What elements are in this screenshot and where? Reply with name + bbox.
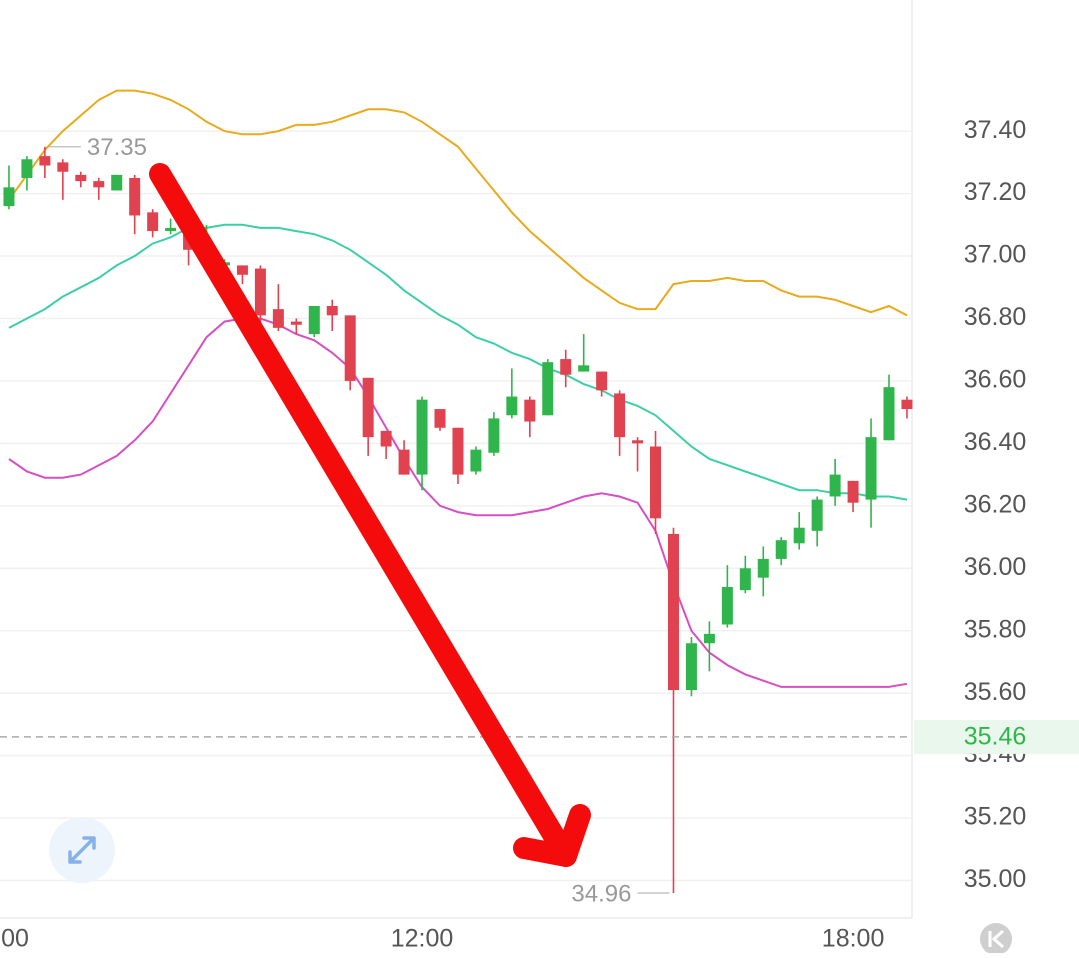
candle-body xyxy=(326,306,338,316)
candle-body xyxy=(667,533,679,691)
candle-body xyxy=(57,162,69,172)
y-tick-label: 35.00 xyxy=(964,865,1027,893)
candle-body xyxy=(362,377,374,438)
candle-body xyxy=(847,480,859,503)
candle-body xyxy=(75,174,87,182)
candle-body xyxy=(452,427,464,475)
current-price-label: 35.46 xyxy=(964,723,1027,751)
candle-body xyxy=(93,181,105,188)
x-tick-label: 12:00 xyxy=(391,925,454,953)
candle-body xyxy=(470,449,482,472)
candle-body xyxy=(290,321,302,325)
y-tick-label: 36.00 xyxy=(964,553,1027,581)
candle-body xyxy=(344,315,356,381)
y-tick-label: 36.40 xyxy=(964,428,1027,456)
candle-body xyxy=(39,156,51,166)
candle-body xyxy=(614,393,626,438)
k-icon[interactable] xyxy=(988,929,1004,949)
band-line xyxy=(8,317,908,688)
candle-body xyxy=(524,399,536,422)
candle-body xyxy=(578,365,590,372)
arrow-head xyxy=(513,804,591,867)
candle-body xyxy=(380,430,392,447)
y-tick-label: 36.60 xyxy=(964,366,1027,394)
candle-body xyxy=(793,527,805,544)
candle-body xyxy=(236,265,248,275)
candle-body xyxy=(703,633,715,644)
arrow-shaft xyxy=(149,163,577,867)
candle-body xyxy=(739,568,751,591)
current-price-box xyxy=(914,719,1079,754)
expand-button[interactable] xyxy=(49,817,115,883)
band-line xyxy=(8,89,908,317)
x-tick-label: 18:00 xyxy=(822,925,885,953)
candle-body xyxy=(165,227,177,232)
candle-body xyxy=(111,174,123,191)
labels: 37.40 37.20 37.00 36.80 36.60 36.40 36.20 36.00… xyxy=(0,116,1079,953)
candle-body xyxy=(560,359,572,375)
band-line xyxy=(8,223,908,501)
min-label: 34.96 xyxy=(571,880,631,907)
x-tick-label: 00 xyxy=(1,925,29,953)
candle-body xyxy=(829,474,841,497)
candle-body xyxy=(650,446,662,519)
candle-body xyxy=(506,396,518,416)
candle-body xyxy=(811,499,823,531)
candle-body xyxy=(542,362,554,416)
candle-body xyxy=(596,371,608,391)
y-tick-label: 35.60 xyxy=(964,678,1027,706)
candles xyxy=(3,146,913,894)
y-tick-label: 36.80 xyxy=(964,303,1027,331)
candle-body xyxy=(416,399,428,475)
candle-body xyxy=(308,306,320,335)
candle-body xyxy=(757,558,769,578)
candle-body xyxy=(398,449,410,475)
candle-body xyxy=(685,643,697,691)
candle-body xyxy=(721,587,733,625)
candle-body xyxy=(883,387,895,441)
y-tick-label: 37.00 xyxy=(964,241,1027,269)
candle-body xyxy=(21,159,33,178)
y-tick-label: 36.20 xyxy=(964,490,1027,518)
y-tick-label: 35.20 xyxy=(964,803,1027,831)
expand-icon[interactable] xyxy=(68,836,96,864)
candle-body xyxy=(901,399,913,410)
candle-body xyxy=(632,440,644,444)
candle-body xyxy=(775,540,787,559)
candle-body xyxy=(865,437,877,500)
max-label: 37.35 xyxy=(87,134,147,161)
candle-body xyxy=(488,418,500,453)
candle-body xyxy=(147,212,159,232)
candle-body xyxy=(3,187,15,207)
candle-body xyxy=(129,177,141,216)
candle-body xyxy=(434,409,446,428)
candle-body xyxy=(254,268,266,316)
k-button[interactable] xyxy=(980,923,1012,955)
y-tick-label: 37.20 xyxy=(964,178,1027,206)
grid xyxy=(0,130,912,882)
y-tick-label: 37.40 xyxy=(964,116,1027,144)
trend-arrow xyxy=(149,163,591,867)
y-tick-label: 35.80 xyxy=(964,615,1027,643)
bollinger-bands xyxy=(8,89,908,688)
candle-body xyxy=(272,309,284,328)
